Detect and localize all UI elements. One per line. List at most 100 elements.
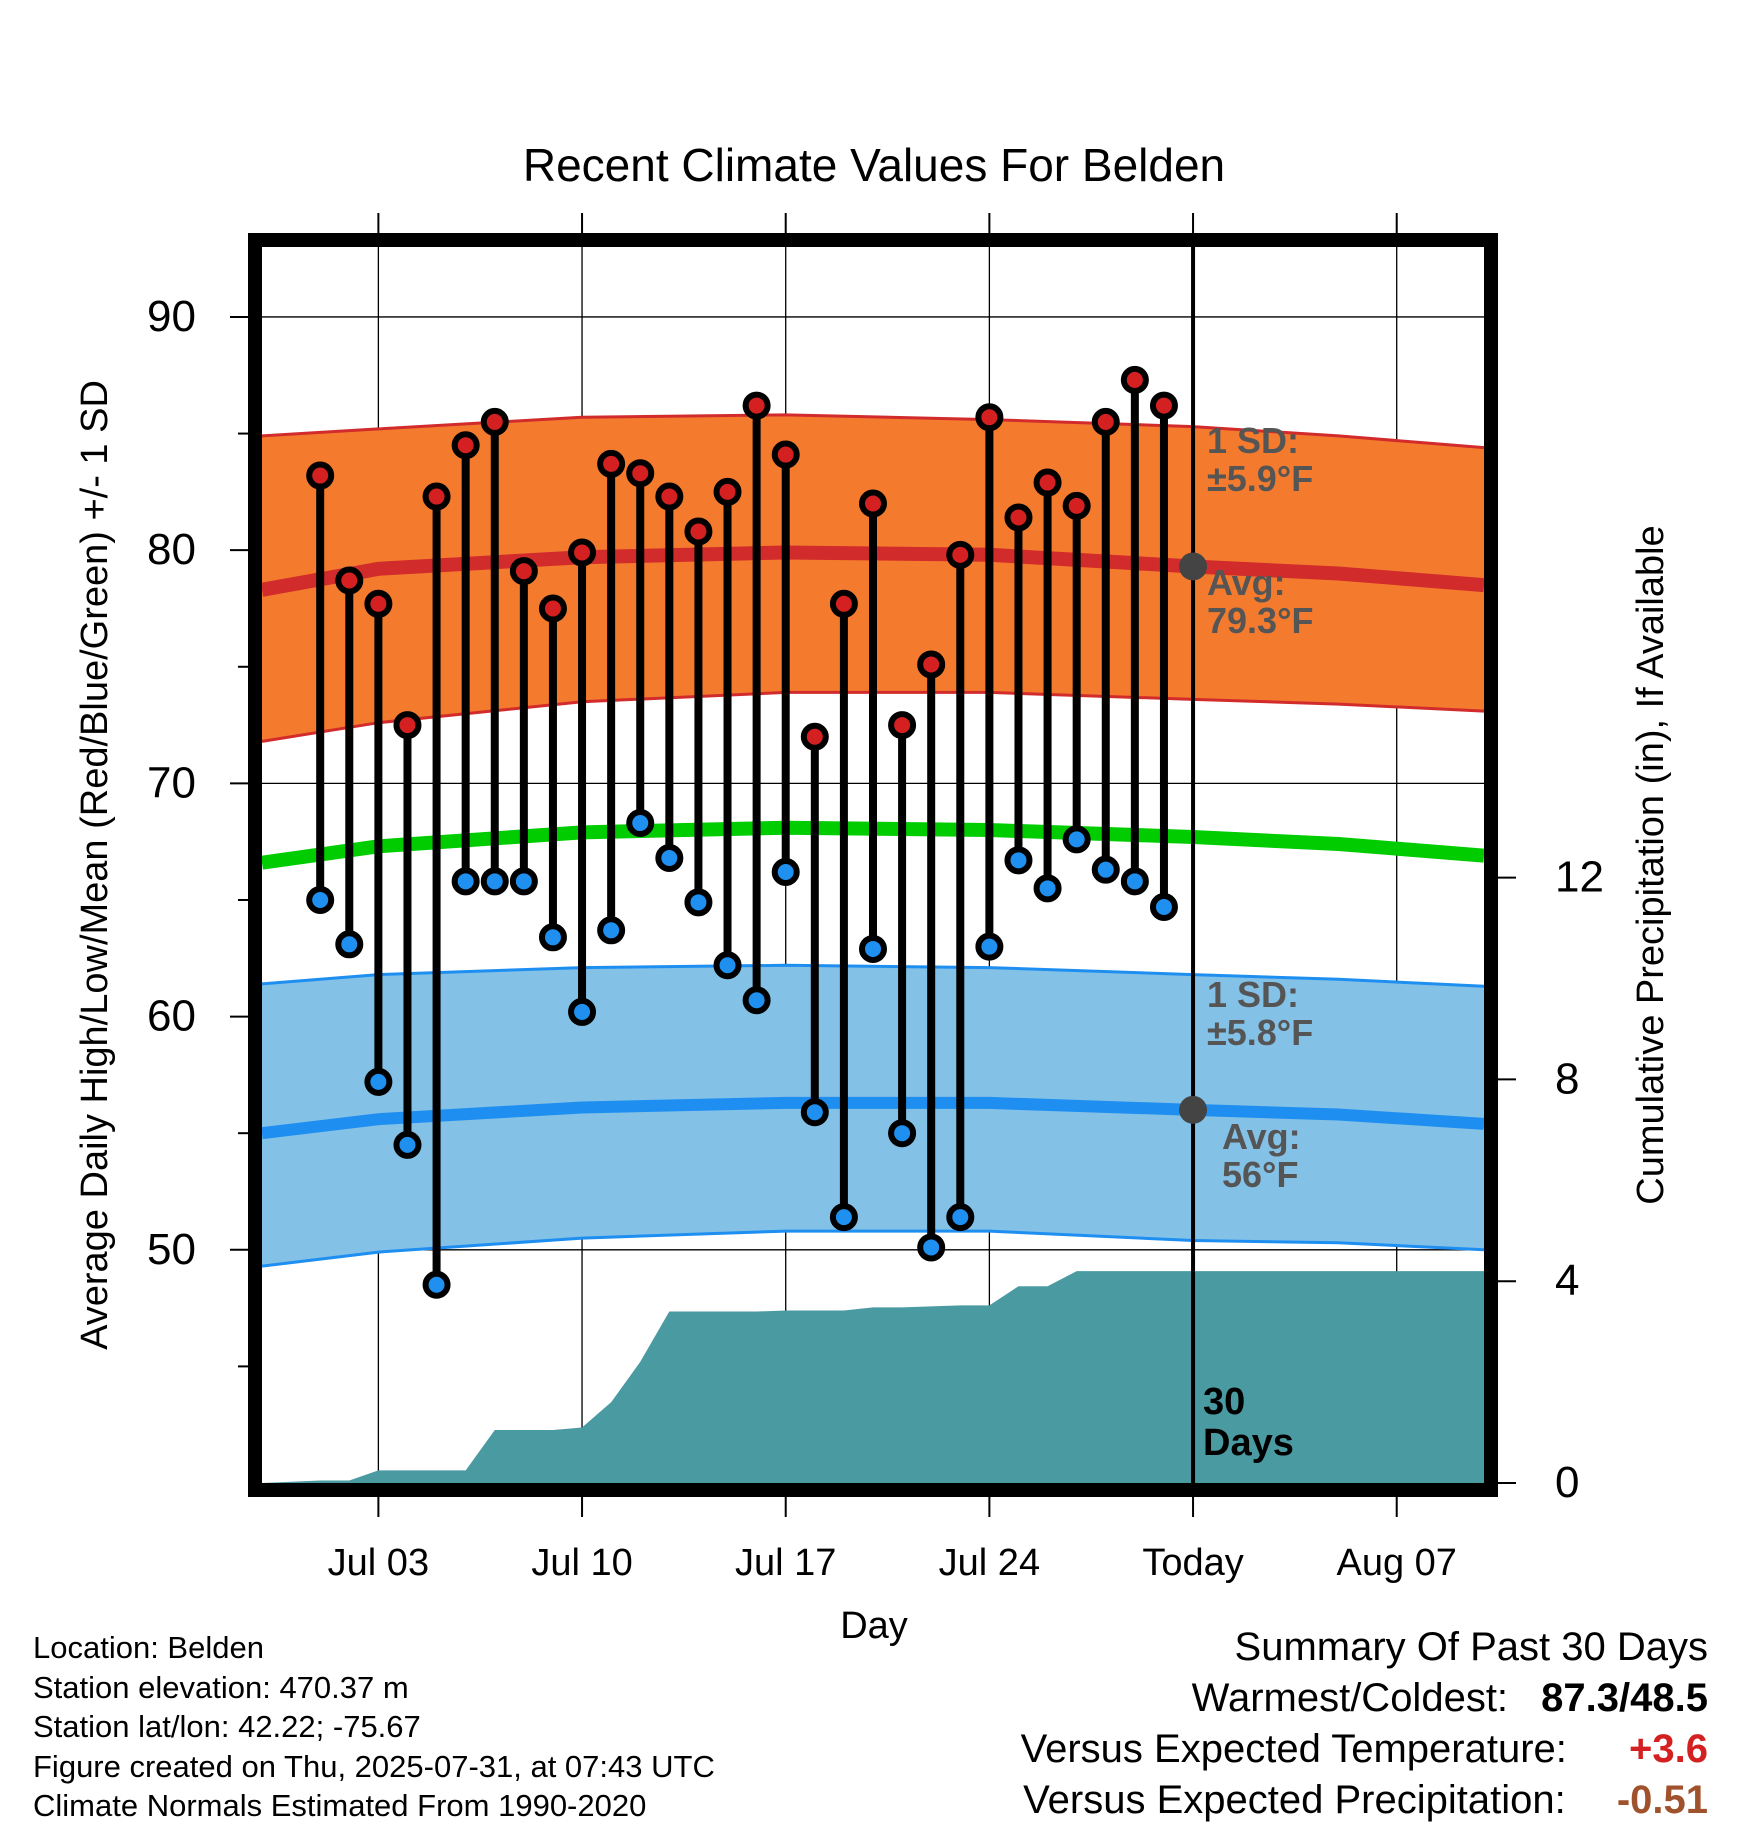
- daily-high-point-21: [888, 711, 917, 740]
- today-high-avg-marker: [1179, 552, 1208, 581]
- low-sd-lower-line: [262, 1229, 1484, 1268]
- daily-low-point-18: [800, 1098, 829, 1127]
- period-label-line1: 30: [1203, 1381, 1245, 1423]
- x-tick-label-4: Today: [1142, 1542, 1243, 1584]
- station-info: Location: Belden Station elevation: 470.…: [33, 1628, 715, 1826]
- high-sd-upper-line: [262, 413, 1484, 450]
- y2-tick-label-1: 4: [1555, 1256, 1579, 1305]
- high-avg-annotation-line2: 79.3°F: [1207, 600, 1313, 641]
- daily-high-point-2: [335, 566, 364, 595]
- y-tick-label-4: 90: [147, 292, 196, 341]
- plot-frame: [248, 233, 1498, 1497]
- y-tick-label-2: 70: [147, 758, 196, 807]
- x-tick-label-0: Jul 03: [328, 1542, 429, 1584]
- high-avg-line: [262, 545, 1484, 597]
- daily-low-point-8: [509, 867, 538, 896]
- precip-value: -0.51: [1616, 1778, 1708, 1822]
- location-text: Location: Belden: [33, 1630, 264, 1665]
- daily-low-point-5: [422, 1270, 451, 1299]
- daily-high-point-16: [742, 391, 771, 420]
- low-sd-upper-line: [262, 963, 1484, 988]
- daily-low-point-15: [713, 951, 742, 980]
- y2-tick-label-2: 8: [1555, 1054, 1579, 1103]
- daily-low-point-13: [655, 844, 684, 873]
- daily-low-point-2: [335, 930, 364, 959]
- low-avg-annotation-line1: Avg:: [1222, 1116, 1301, 1157]
- warmest-value: 87.3/48.5: [1541, 1676, 1708, 1720]
- daily-high-point-7: [480, 407, 509, 436]
- daily-high-point-24: [975, 403, 1004, 432]
- daily-low-point-12: [626, 809, 655, 838]
- daily-high-point-19: [829, 589, 858, 618]
- summary-precip-row: Versus Expected Precipitation: -0.51: [1021, 1775, 1708, 1826]
- daily-high-point-28: [1091, 407, 1120, 436]
- x-tick-label-3: Jul 24: [939, 1542, 1040, 1584]
- daily-low-point-7: [480, 867, 509, 896]
- x-axis-label: Day: [840, 1605, 908, 1647]
- created-text: Figure created on Thu, 2025-07-31, at 07…: [33, 1748, 715, 1784]
- x-tick-label-2: Jul 17: [735, 1542, 836, 1584]
- daily-low-point-10: [568, 997, 597, 1026]
- low-avg-annotation-line2: 56°F: [1222, 1154, 1298, 1195]
- mean-avg-line: [262, 820, 1484, 870]
- daily-low-point-26: [1033, 874, 1062, 903]
- daily-low-point-17: [771, 857, 800, 886]
- daily-low-point-29: [1120, 867, 1149, 896]
- chart-title: Recent Climate Values For Belden: [523, 139, 1225, 191]
- daily-high-point-29: [1120, 365, 1149, 394]
- daily-low-point-4: [393, 1130, 422, 1159]
- x-tick-label-1: Jul 10: [531, 1542, 632, 1584]
- daily-low-point-22: [917, 1233, 946, 1262]
- daily-high-point-12: [626, 459, 655, 488]
- latlon-text: Station lat/lon: 42.22; -75.67: [33, 1709, 421, 1744]
- y-axis-label-left: Average Daily High/Low/Mean (Red/Blue/Gr…: [74, 380, 116, 1350]
- precip-label: Versus Expected Precipitation:: [1023, 1778, 1566, 1822]
- daily-low-point-20: [859, 934, 887, 963]
- daily-high-point-5: [422, 482, 451, 511]
- low-sd-annotation-line2: ±5.8°F: [1207, 1012, 1313, 1053]
- x-tick-label-5: Aug 07: [1336, 1542, 1456, 1584]
- daily-high-point-11: [597, 449, 626, 478]
- daily-high-point-22: [917, 650, 946, 679]
- daily-low-point-23: [946, 1203, 975, 1232]
- y-tick-label-3: 80: [147, 525, 196, 574]
- daily-high-point-23: [946, 540, 975, 569]
- precip-area: [262, 1271, 1484, 1483]
- daily-low-point-25: [1004, 846, 1033, 875]
- daily-high-point-13: [655, 482, 684, 511]
- daily-high-point-9: [538, 594, 567, 623]
- daily-high-point-8: [509, 557, 538, 586]
- daily-high-point-1: [306, 461, 335, 490]
- daily-low-point-28: [1091, 855, 1120, 884]
- daily-low-point-24: [975, 932, 1004, 961]
- summary-warmest-row: Warmest/Coldest: 87.3/48.5: [1021, 1673, 1708, 1724]
- summary-title: Summary Of Past 30 Days: [1234, 1625, 1708, 1669]
- y-tick-label-0: 50: [147, 1225, 196, 1274]
- normals-text: Climate Normals Estimated From 1990-2020: [33, 1788, 647, 1823]
- warmest-label: Warmest/Coldest:: [1191, 1676, 1509, 1720]
- daily-low-point-27: [1062, 825, 1091, 854]
- daily-low-point-14: [684, 888, 713, 917]
- period-label-line2: Days: [1203, 1422, 1294, 1464]
- daily-high-point-14: [684, 517, 713, 546]
- today-low-avg-marker: [1179, 1095, 1208, 1124]
- daily-low-point-9: [538, 923, 567, 952]
- daily-low-point-19: [829, 1203, 858, 1232]
- daily-high-point-30: [1149, 391, 1178, 420]
- low-sd-annotation-line1: 1 SD:: [1207, 974, 1299, 1015]
- daily-high-point-4: [393, 711, 422, 740]
- daily-low-point-21: [888, 1119, 917, 1148]
- high-sd-annotation-line1: 1 SD:: [1207, 420, 1299, 461]
- daily-high-point-10: [568, 538, 597, 567]
- low-avg-line: [262, 1096, 1484, 1140]
- daily-low-point-6: [451, 867, 480, 896]
- daily-low-point-16: [742, 986, 771, 1015]
- temp-value: +3.6: [1629, 1727, 1708, 1771]
- daily-high-point-3: [364, 589, 393, 618]
- daily-high-point-17: [771, 440, 800, 469]
- summary-temp-row: Versus Expected Temperature: +3.6: [1021, 1724, 1708, 1775]
- daily-high-point-25: [1004, 503, 1033, 532]
- low-sd-band: [262, 965, 1484, 1267]
- summary-panel: Summary Of Past 30 Days Warmest/Coldest:…: [1021, 1622, 1708, 1826]
